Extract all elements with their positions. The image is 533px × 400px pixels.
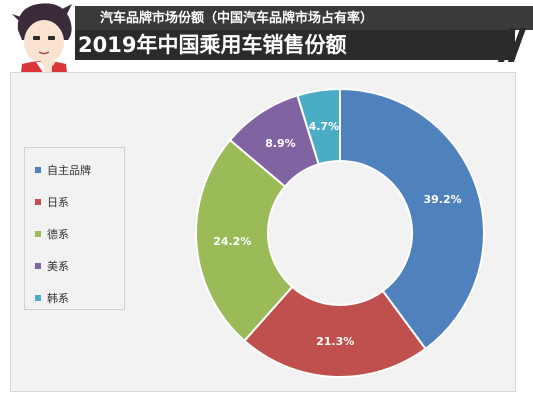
- donut-slice-dexi: [195, 138, 294, 343]
- legend-label: 日系: [47, 196, 69, 209]
- data-label: 21.3%: [316, 335, 354, 348]
- data-label: 4.7%: [309, 120, 340, 133]
- main-title: 2019年中国乘用车销售份额: [78, 33, 347, 57]
- legend-swatch: [35, 295, 41, 301]
- donut-slice-rixi: [243, 285, 427, 378]
- chart-legend: 自主品牌 日系 德系 美系 韩系: [24, 147, 125, 310]
- legend-item: 美系: [35, 258, 69, 274]
- top-title: 汽车品牌市场份额（中国汽车品牌市场占有率）: [100, 11, 374, 26]
- legend-item: 德系: [35, 226, 69, 242]
- legend-item: 日系: [35, 194, 69, 210]
- header-stripe-main: [75, 30, 515, 60]
- donut-slice-hanxi: [296, 87, 341, 166]
- legend-label: 美系: [47, 260, 69, 273]
- legend-label: 自主品牌: [47, 164, 91, 177]
- donut-slice-zizhu: [339, 87, 485, 351]
- legend-swatch: [35, 199, 41, 205]
- legend-label: 德系: [47, 228, 69, 241]
- legend-swatch: [35, 231, 41, 237]
- header-stripe-top: [75, 6, 533, 30]
- data-label: 8.9%: [265, 137, 296, 150]
- legend-item: 自主品牌: [35, 162, 91, 178]
- legend-swatch: [35, 167, 41, 173]
- data-label: 39.2%: [423, 193, 461, 206]
- legend-label: 韩系: [47, 292, 69, 305]
- data-label: 24.2%: [213, 235, 251, 248]
- legend-item: 韩系: [35, 290, 69, 306]
- header-banner: 汽车品牌市场份额（中国汽车品牌市场占有率） 2019年中国乘用车销售份额: [0, 0, 533, 62]
- legend-swatch: [35, 263, 41, 269]
